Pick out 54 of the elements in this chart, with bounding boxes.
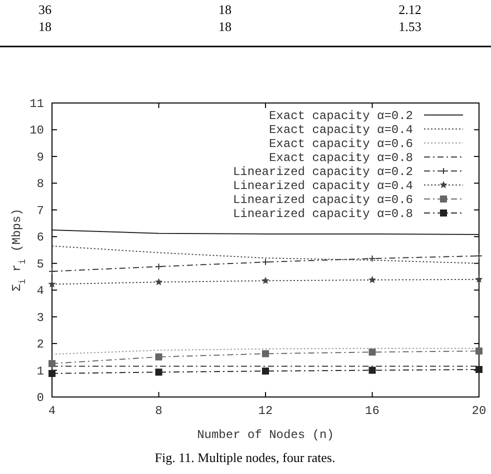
x-tick-label: 16 xyxy=(365,404,380,418)
x-tick-label: 20 xyxy=(472,404,486,418)
point xyxy=(48,280,56,288)
text: 18 xyxy=(38,19,52,34)
legend-label: Linearized capacity α=0.4 xyxy=(232,179,413,193)
text: 1.53 xyxy=(398,19,422,34)
y-tick-label: 7 xyxy=(36,204,44,218)
y-tick-label: 6 xyxy=(36,230,44,245)
legend-label: Exact capacity α=0.6 xyxy=(268,137,413,151)
point xyxy=(155,368,162,376)
point xyxy=(476,252,482,260)
y-tick-label: 2 xyxy=(36,338,44,352)
point xyxy=(368,348,376,356)
y-tick-label: 10 xyxy=(30,124,44,138)
text: 36 xyxy=(38,2,52,17)
y-tick-label: 1 xyxy=(36,364,44,378)
line-series xyxy=(52,245,480,264)
legend-label: Exact capacity α=0.2 xyxy=(268,109,413,123)
point xyxy=(48,370,56,377)
caption: Fig. 11. Multiple nodes, four rates. xyxy=(154,450,336,465)
point xyxy=(154,278,163,286)
point xyxy=(476,348,482,355)
legend-label: Linearized capacity α=0.8 xyxy=(232,207,413,221)
point xyxy=(262,350,269,358)
y-tick-label: 3 xyxy=(36,310,44,325)
x-tick-label: 12 xyxy=(258,404,273,418)
point xyxy=(155,263,162,270)
y-tick-label: 5 xyxy=(36,257,44,272)
point xyxy=(262,276,270,284)
y-tick-label: 4 xyxy=(36,284,44,298)
y-tick-label: 11 xyxy=(30,97,44,111)
point xyxy=(48,360,56,368)
point xyxy=(475,275,483,283)
point xyxy=(48,268,56,275)
x-tick-label: 8 xyxy=(155,404,162,418)
point xyxy=(368,255,376,262)
x-tick-label: 4 xyxy=(48,404,56,418)
point xyxy=(155,353,162,360)
x-axis-title: Number of Nodes (n) xyxy=(197,428,334,442)
text: 2.12 xyxy=(398,2,422,17)
point xyxy=(262,258,269,266)
y-tick-label: 0 xyxy=(36,391,44,405)
y-tick-label: 8 xyxy=(36,177,44,192)
text: 18 xyxy=(218,19,232,34)
legend-label: Linearized capacity α=0.2 xyxy=(232,165,413,179)
point xyxy=(368,366,376,374)
legend-label: Exact capacity α=0.8 xyxy=(268,151,413,165)
text: 18 xyxy=(218,2,232,17)
point xyxy=(476,366,482,373)
point xyxy=(262,368,269,375)
y-tick-label: 9 xyxy=(36,150,44,164)
point xyxy=(368,276,376,284)
legend-label: Linearized capacity α=0.6 xyxy=(232,193,413,207)
legend-label: Exact capacity α=0.4 xyxy=(268,123,413,137)
